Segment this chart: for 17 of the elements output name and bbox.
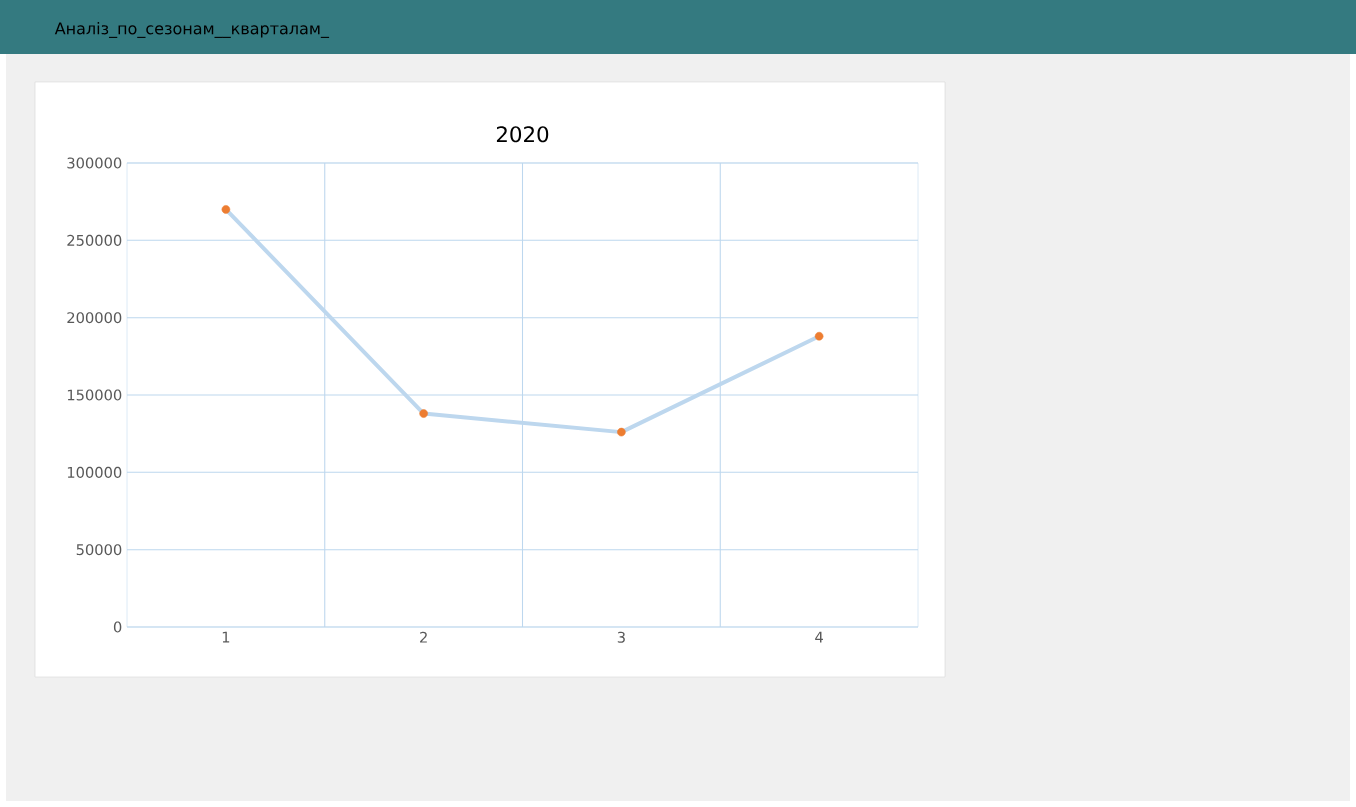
x-tick-label: 3 (617, 631, 625, 643)
point (419, 409, 428, 418)
x-tick-label: 1 (222, 631, 230, 643)
y-tick-label: 250000 (67, 234, 122, 246)
y-tick-label: 50000 (76, 544, 122, 556)
y-tick-label: 300000 (67, 157, 122, 169)
point (617, 427, 626, 437)
x-tick-label: 4 (815, 631, 823, 643)
chart-title: 2020 (496, 126, 549, 143)
y-tick-label: 150000 (67, 389, 122, 401)
y-tick-label: 100000 (67, 466, 122, 478)
y-tick-label: 0 (113, 621, 122, 633)
point (814, 331, 824, 341)
text: Аналіз_по_сезонам__кварталам_ (54, 22, 330, 38)
y-tick-label: 200000 (67, 312, 122, 324)
x-tick-label: 2 (420, 631, 427, 643)
point (221, 205, 231, 214)
